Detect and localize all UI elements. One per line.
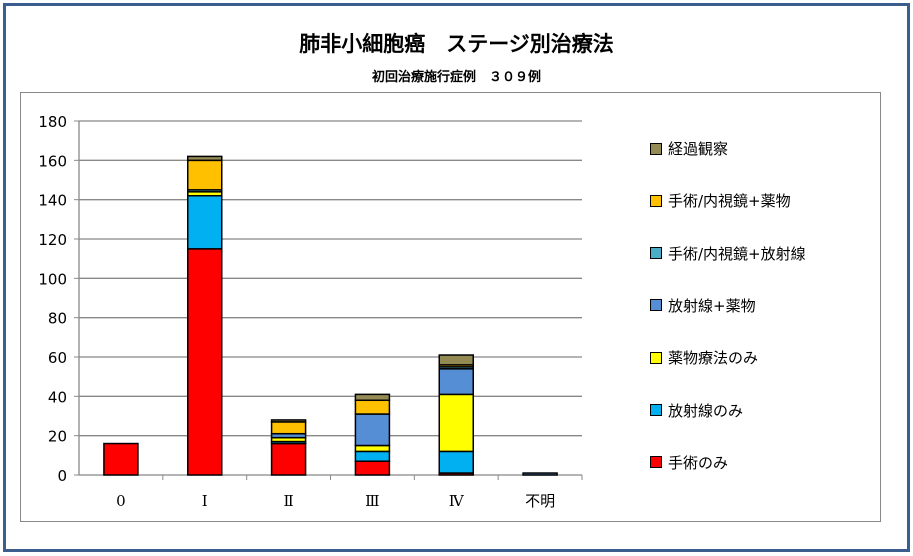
x-tick-label: Ⅲ <box>365 492 379 510</box>
legend-item: 薬物療法のみ <box>650 347 758 368</box>
y-tick-label: 60 <box>48 349 67 367</box>
y-tick-label: 40 <box>48 388 67 406</box>
y-tick-label: 160 <box>38 152 67 170</box>
bar-segment <box>103 442 139 476</box>
x-tick-label: 不明 <box>525 492 555 510</box>
y-tick-label: 140 <box>38 192 67 210</box>
bar-segment <box>270 442 307 476</box>
y-tick-label: 80 <box>48 310 67 328</box>
bar-segment <box>354 460 391 476</box>
x-tick-label: 0 <box>116 492 126 510</box>
bar-segment <box>438 354 474 366</box>
bar-segment <box>354 399 391 415</box>
plot-area-border <box>20 92 881 522</box>
y-tick-label: 0 <box>57 467 67 485</box>
y-tick-label: 20 <box>48 428 67 446</box>
legend-swatch <box>650 299 662 312</box>
legend-item: 手術のみ <box>650 452 728 473</box>
bar-segment <box>438 450 474 474</box>
bar-segment <box>438 393 474 453</box>
legend-item: 経過観察 <box>650 138 728 159</box>
legend-item: 放射線+薬物 <box>650 295 756 316</box>
legend-item: 手術/内視鏡+薬物 <box>650 190 791 211</box>
bar-segment <box>354 413 391 447</box>
bar-segment <box>270 421 307 435</box>
legend-swatch <box>650 247 662 260</box>
chart-title: 肺非小細胞癌 ステージ別治療法 <box>299 32 614 56</box>
legend-item: 放射線のみ <box>650 400 743 421</box>
x-tick-label: Ⅳ <box>449 492 465 510</box>
legend-swatch <box>650 456 662 469</box>
legend-swatch <box>650 404 662 416</box>
y-tick-label: 120 <box>38 231 67 249</box>
legend-item: 手術/内視鏡+放射線 <box>650 243 806 264</box>
bar-segment <box>270 419 307 423</box>
bar-segment <box>187 155 223 162</box>
x-tick-label: Ⅰ <box>202 492 208 510</box>
bar-segment <box>187 248 223 476</box>
legend-label: 手術/内視鏡+放射線 <box>668 244 806 263</box>
y-tick-label: 100 <box>38 270 67 288</box>
legend-label: 経過観察 <box>668 140 729 158</box>
legend-swatch <box>650 351 662 364</box>
bar-segment <box>354 393 391 402</box>
legend-label: 放射線+薬物 <box>668 296 756 315</box>
bar-segment <box>354 444 391 453</box>
legend-label: 薬物療法のみ <box>668 349 759 368</box>
bar-segment <box>438 368 474 396</box>
legend-label: 手術のみ <box>668 453 729 472</box>
legend-swatch <box>650 194 662 207</box>
y-tick-label: 180 <box>38 113 67 131</box>
bar-segment <box>187 194 223 250</box>
x-tick-label: Ⅱ <box>283 492 293 510</box>
chart-subtitle: 初回治療施行症例 ３０９例 <box>371 70 541 85</box>
legend-swatch <box>650 142 662 155</box>
legend-label: 放射線のみ <box>668 401 744 420</box>
bar-segment <box>187 159 223 191</box>
bar-segment <box>522 472 558 476</box>
bar-segment <box>354 450 391 462</box>
legend-label: 手術/内視鏡+薬物 <box>668 192 791 211</box>
